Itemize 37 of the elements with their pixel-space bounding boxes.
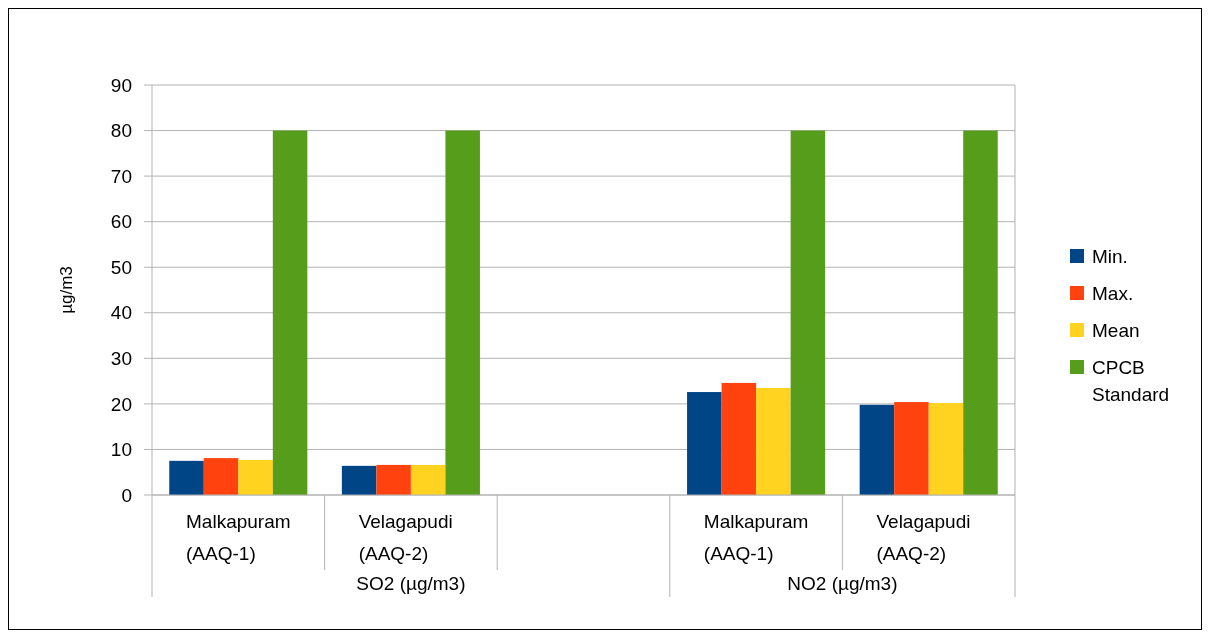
- legend-label: Max.: [1092, 282, 1134, 304]
- bar: [238, 459, 273, 495]
- bar: [272, 130, 308, 495]
- bar: [963, 130, 998, 495]
- bar: [721, 382, 757, 495]
- legend-label: CPCB Standard: [1092, 356, 1170, 405]
- bar: [376, 464, 411, 495]
- legend-label: Mean: [1092, 319, 1140, 341]
- y-tick-label: 80: [110, 120, 132, 142]
- text: SO2 (µg/m3): [356, 573, 466, 594]
- bar: [445, 130, 480, 495]
- bar: [756, 387, 791, 495]
- legend-label: Min.: [1092, 245, 1128, 267]
- y-tick-label: 20: [110, 393, 132, 415]
- bar: [203, 458, 239, 495]
- y-tick-label: 50: [110, 256, 132, 278]
- x-tick-label: Velagapudi (AAQ-2): [876, 511, 971, 564]
- bar: [928, 402, 964, 495]
- y-tick-label: 0: [121, 484, 132, 506]
- x-tick-label: Malkapuram (AAQ-1): [186, 511, 291, 564]
- bar: [859, 404, 895, 495]
- bar: [687, 392, 722, 495]
- text: NO2 (µg/m3): [787, 573, 898, 594]
- y-tick-label: 70: [110, 165, 132, 187]
- x-tick-label: Malkapuram (AAQ-1): [703, 511, 809, 564]
- y-axis-title: µg/m3: [57, 266, 76, 314]
- bar: [790, 130, 826, 495]
- y-tick-label: 30: [110, 347, 132, 369]
- y-tick-label: 40: [110, 302, 132, 324]
- bar: [169, 460, 204, 495]
- bar: [894, 402, 929, 495]
- x-tick-label: Velagapudi (AAQ-2): [358, 511, 453, 564]
- y-tick-label: 90: [110, 74, 132, 96]
- y-tick-label: 60: [110, 211, 132, 233]
- bar: [410, 464, 446, 495]
- y-tick-label: 10: [110, 439, 132, 461]
- bar: [341, 465, 377, 495]
